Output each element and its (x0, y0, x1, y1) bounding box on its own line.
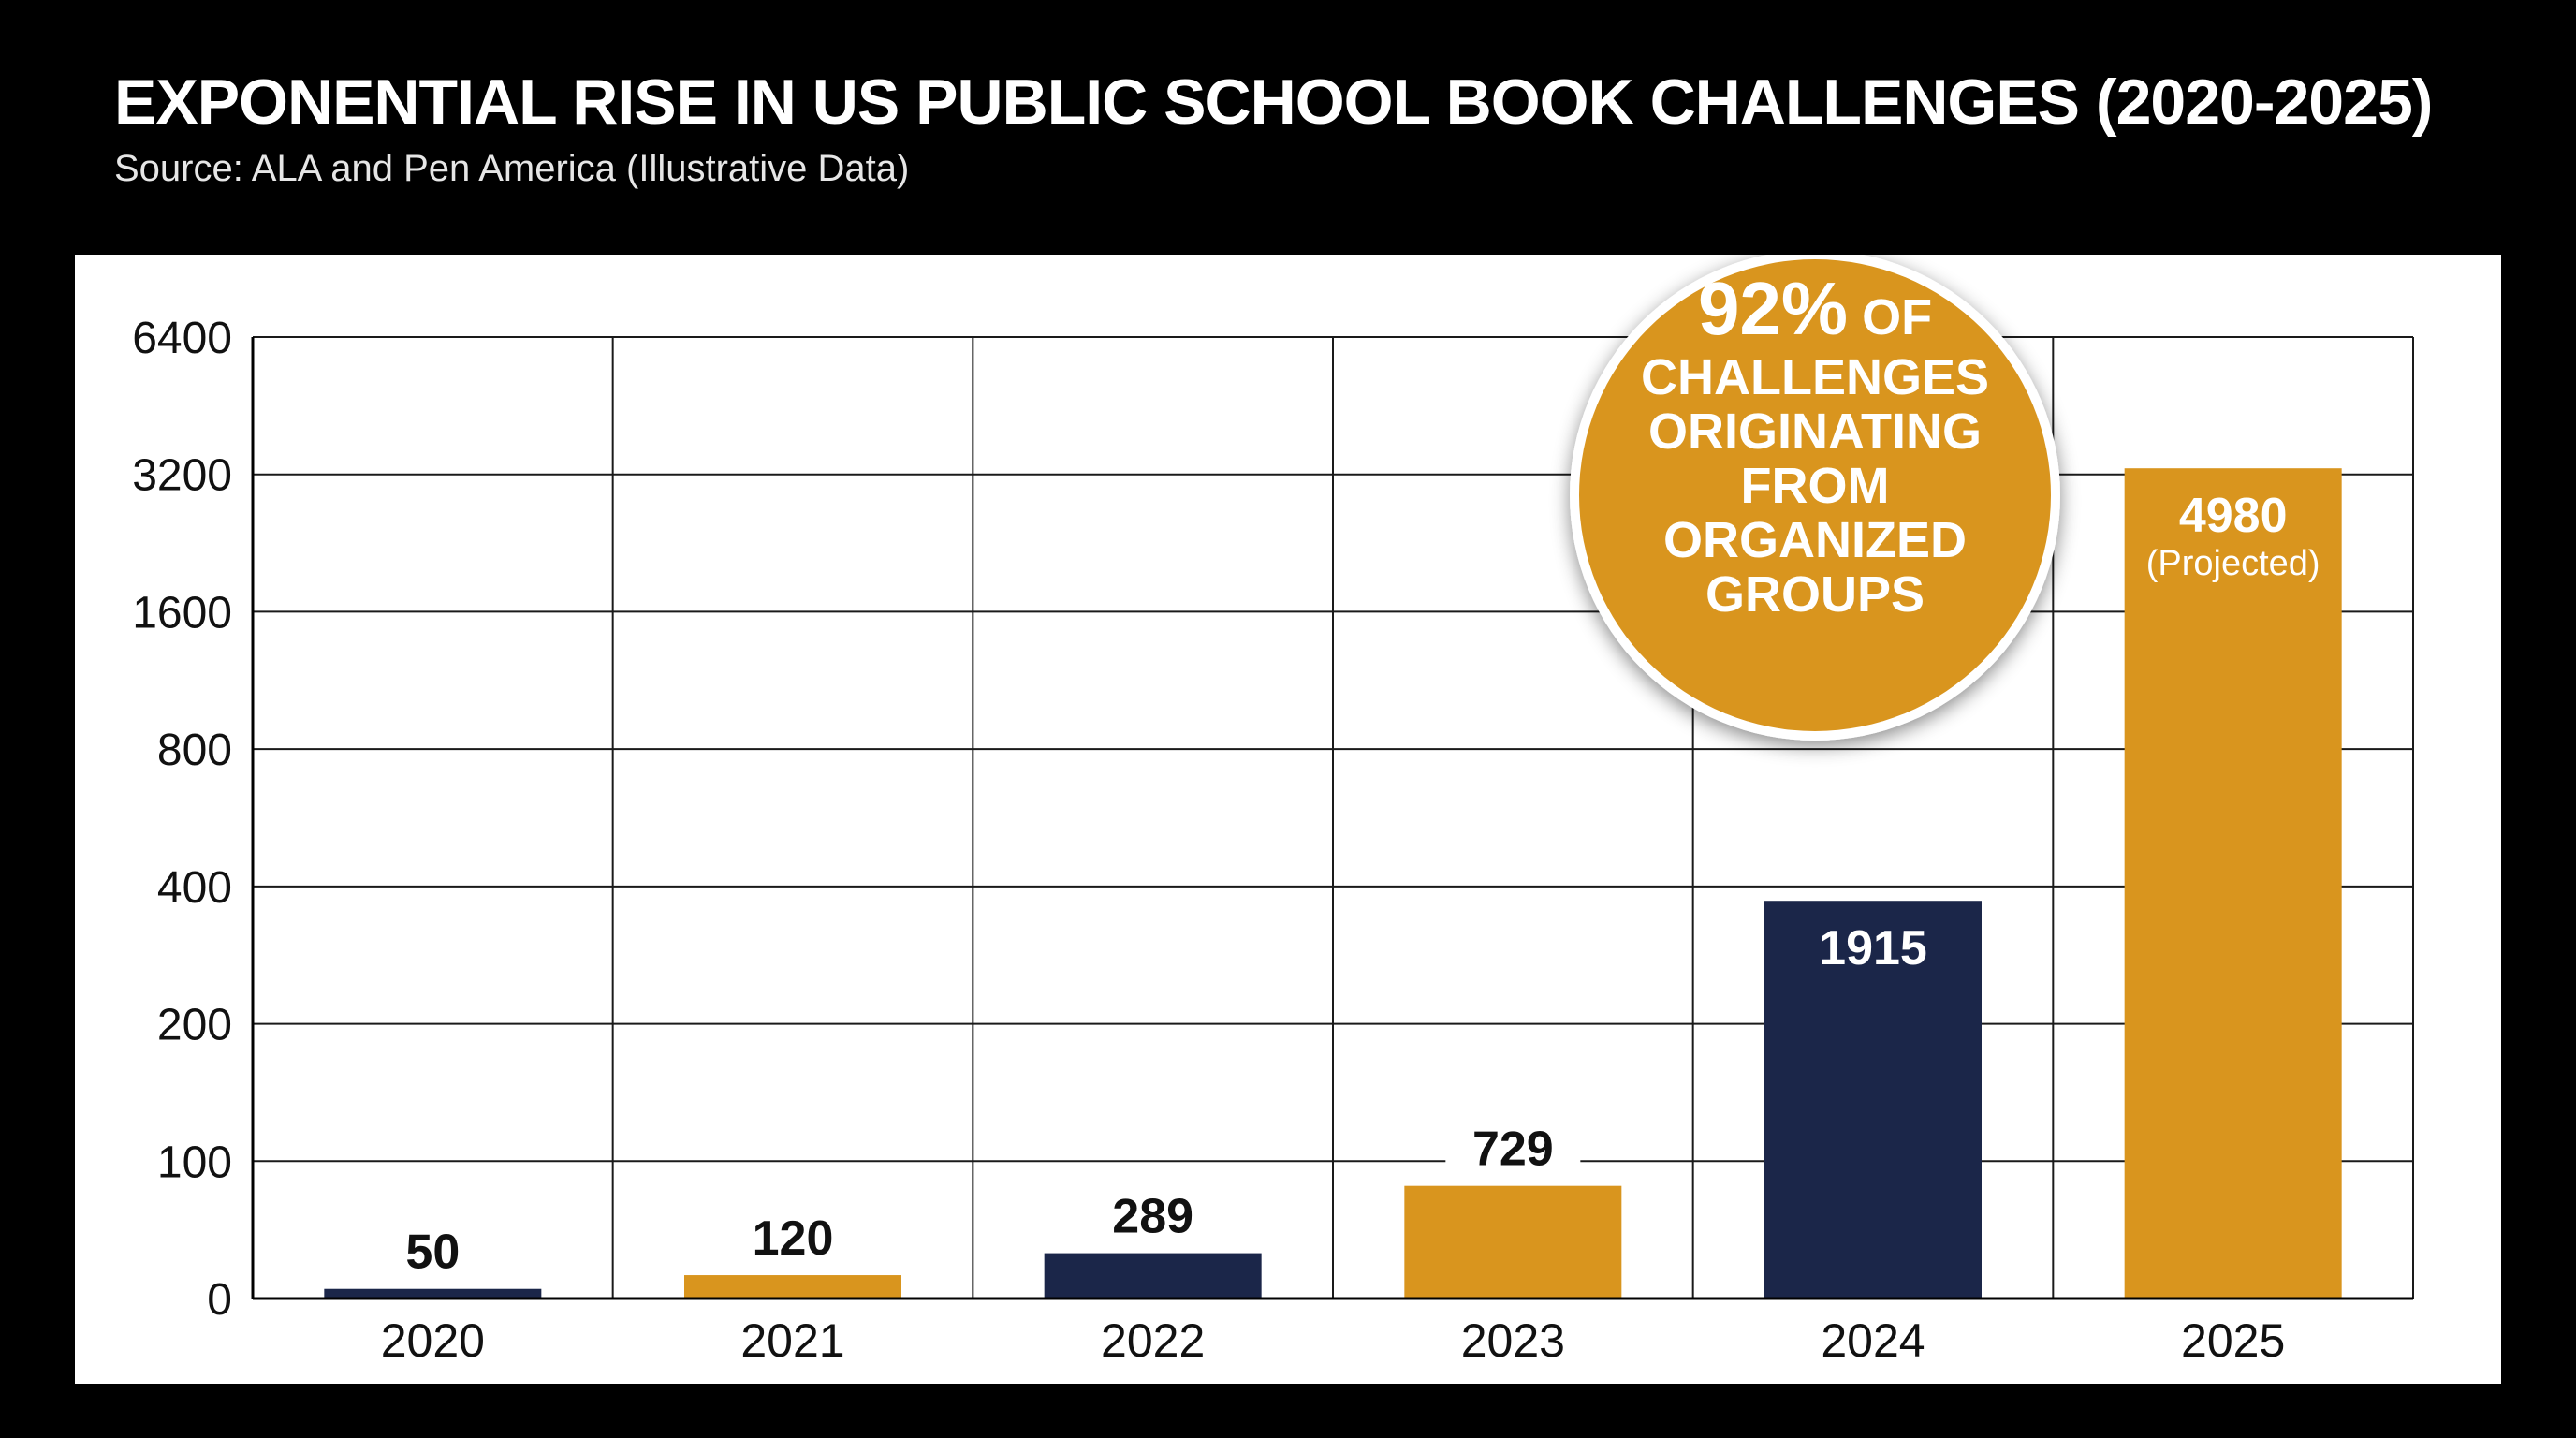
data-label: 729 (1472, 1123, 1554, 1177)
callout-highlight: 92% (1698, 267, 1848, 350)
y-tick-label: 1600 (132, 588, 232, 638)
chart-header: EXPONENTIAL RISE IN US PUBLIC SCHOOL BOO… (114, 66, 2510, 191)
y-tick-label: 3200 (132, 451, 232, 501)
callout-line: GROUPS (1705, 566, 1925, 623)
labels-layer: 50 120 289 729 1915 4980(Projected) (405, 489, 2320, 1280)
bar-2023 (1404, 1185, 1622, 1299)
bar-2024 (1764, 901, 1982, 1299)
data-label: 120 (753, 1211, 834, 1266)
chart-panel: 0 100 200 400 800 1600 3200 6400 2020 2021 2022 202… (75, 255, 2501, 1384)
bar-2025 (2124, 468, 2342, 1299)
y-tick-label: 400 (157, 863, 232, 913)
callout-line: ORGANIZED (1663, 512, 1967, 568)
callout-line: 92% OF (1698, 267, 1932, 350)
x-tick-label: 2020 (381, 1314, 485, 1367)
y-tick-label: 200 (157, 1001, 232, 1050)
data-label-backdrop (1445, 1120, 1581, 1177)
bar-2020 (324, 1288, 542, 1299)
y-tick-label: 100 (157, 1137, 232, 1187)
y-tick-label: 6400 (132, 314, 232, 363)
axis-layer: 0 100 200 400 800 1600 3200 6400 2020 2021 2022 202… (132, 314, 2413, 1367)
bar-2022 (1044, 1253, 1262, 1299)
data-label-note: (Projected) (2146, 544, 2320, 583)
callout-text: GROUPS (1705, 566, 1925, 623)
data-label: 50 (405, 1225, 460, 1280)
x-tick-label: 2024 (1821, 1314, 1925, 1367)
callout-line: CHALLENGES (1641, 349, 1989, 405)
callout-text: OF (1848, 289, 1932, 345)
callout-text: FROM (1741, 458, 1890, 514)
bars-layer (324, 468, 2342, 1299)
callout-text: CHALLENGES (1641, 349, 1989, 405)
callout-line: FROM (1741, 458, 1890, 514)
callout-circle (1579, 259, 2051, 731)
data-label: 4980 (2179, 489, 2288, 543)
grid-layer (253, 336, 2414, 1299)
callout-badge: 92% OFCHALLENGESORIGINATINGFROMORGANIZED… (1570, 255, 2060, 741)
y-tick-label: 800 (157, 726, 232, 775)
bar-chart: 0 100 200 400 800 1600 3200 6400 2020 2021 2022 202… (132, 255, 2414, 1367)
x-tick-label: 2021 (740, 1314, 844, 1367)
x-tick-label: 2023 (1461, 1314, 1565, 1367)
x-tick-label: 2022 (1101, 1314, 1205, 1367)
bar-2021 (684, 1275, 901, 1299)
callout-line: ORIGINATING (1648, 404, 1982, 460)
data-label: 289 (1112, 1190, 1193, 1244)
data-label: 1915 (1819, 921, 1927, 976)
chart-title: EXPONENTIAL RISE IN US PUBLIC SCHOOL BOO… (114, 66, 2433, 138)
y-tick-label: 0 (207, 1275, 232, 1325)
callout-text: ORGANIZED (1663, 512, 1967, 568)
callout-text: ORIGINATING (1648, 404, 1982, 460)
x-tick-label: 2025 (2181, 1314, 2285, 1367)
chart-subtitle: Source: ALA and Pen America (Illustrativ… (114, 148, 910, 190)
